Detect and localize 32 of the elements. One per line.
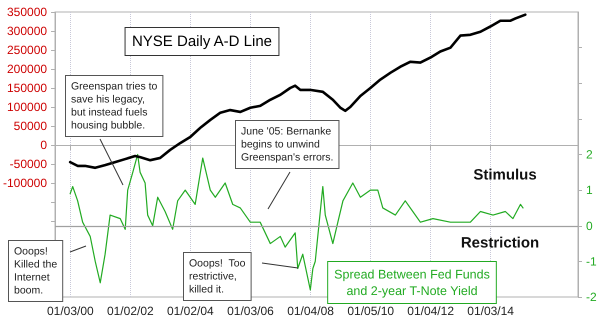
line-series	[68, 13, 527, 170]
y-tick-label: 50000	[14, 119, 48, 133]
y-tick-label: 300000	[6, 24, 48, 38]
y-tick-label: 250000	[6, 43, 48, 57]
y-tick-label: 0	[40, 138, 48, 152]
y2-tick-label: -1	[586, 254, 597, 268]
annotation: Ooops! Too restrictive, killed it.	[189, 258, 246, 296]
text: NYSE Daily A-D Line	[132, 33, 272, 50]
y-tick-label: -100000	[2, 176, 48, 190]
x-tick-label: 01/02/02	[106, 304, 154, 318]
y-tick-label: 350000	[6, 5, 48, 19]
series-label: Spread Between Fed Funds and 2-year T-Note Yield	[334, 267, 490, 298]
y2-tick-label: -2	[586, 290, 597, 304]
x-tick-label: 01/02/04	[166, 304, 214, 318]
y-tick-label: 100000	[6, 100, 48, 114]
annotation: Ooops! Killed the Internet boom.	[14, 246, 58, 296]
annotation: Stimulus	[473, 166, 537, 184]
x-tick-label: 01/03/14	[467, 304, 514, 318]
y-tick-label: 200000	[6, 62, 48, 76]
y2-tick-label: 2	[586, 148, 593, 162]
annotation: Restriction	[460, 234, 540, 252]
annotation: June '05: Bernanke begins to unwind Greenspan's errors.	[241, 126, 334, 164]
annotation: Greenspan tries to save his legacy, but instead fuels housing bubble.	[71, 80, 158, 132]
x-tick-label: 01/03/06	[227, 304, 274, 318]
x-tick-label: 01/04/12	[407, 304, 454, 318]
x-tick-label: 01/05/10	[347, 304, 394, 318]
y2-tick-label: 0	[586, 218, 593, 233]
y-tick-label: 150000	[6, 81, 48, 95]
y2-tick-label: 1	[586, 183, 593, 198]
x-tick-label: 01/04/08	[287, 304, 334, 318]
y-tick-label: -50000	[10, 157, 48, 171]
x-tick-label: 01/03/00	[46, 304, 94, 318]
